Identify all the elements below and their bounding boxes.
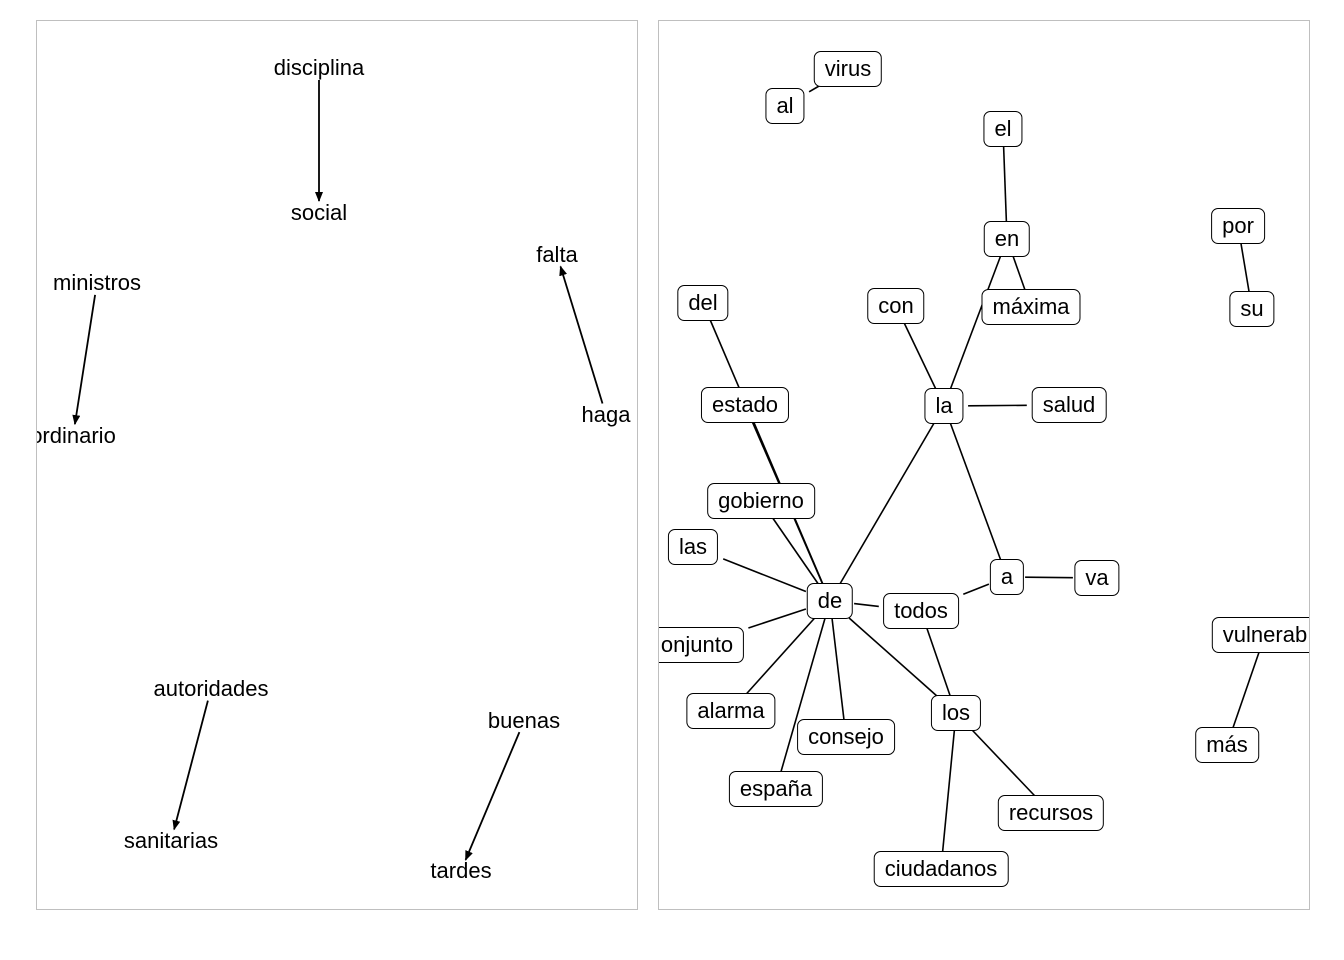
graph-node-consejo: consejo [797,719,895,755]
graph-node-vulnerables: vulnerab [1212,617,1310,653]
graph-edge [75,295,95,424]
graph-node-todos: todos [883,593,959,629]
graph-node-sanitarias: sanitarias [124,828,218,854]
graph-edge [854,604,879,607]
graph-node-en: en [984,221,1030,257]
graph-edge [1013,256,1025,290]
left-panel: disciplina social falta haga ministros ordina… [36,20,638,910]
graph-edge [904,323,936,389]
graph-node-gobierno: gobierno [707,483,815,519]
graph-node-haga: haga [582,402,631,428]
graph-node-el: el [983,111,1022,147]
graph-node-conjunto: onjunto [658,627,744,663]
graph-node-disciplina: disciplina [274,55,365,81]
graph-edge [1241,243,1249,292]
graph-edge [748,609,806,628]
graph-node-alarma: alarma [686,693,775,729]
graph-edge [1025,577,1073,578]
graph-edge [943,730,955,852]
left-graph-edges [37,21,638,910]
graph-edge [809,86,819,92]
graph-node-su: su [1229,291,1274,327]
graph-edge [968,405,1027,406]
graph-edge [773,518,819,584]
graph-node-por: por [1211,208,1265,244]
graph-edge [972,730,1035,796]
graph-node-recursos: recursos [998,795,1104,831]
graph-node-las: las [668,529,718,565]
graph-node-ministros: ministros [53,270,141,296]
graph-node-buenas: buenas [488,708,560,734]
graph-edge [927,628,950,696]
graph-edge [561,267,603,404]
graph-node-a: a [990,559,1024,595]
graph-edge [723,559,806,592]
graph-node-al: al [765,88,804,124]
graph-node-del: del [677,285,728,321]
graph-edge [174,701,208,830]
graph-edge [1233,652,1259,728]
graph-node-mas: más [1195,727,1259,763]
right-panel: virusal el en por su del con máxima estado la salu… [658,20,1310,910]
graph-node-social: social [291,200,347,226]
graph-edge [832,618,844,720]
graph-node-ordinario: ordinario [36,423,116,449]
graph-edge [746,618,814,694]
graph-node-de: de [807,583,853,619]
graph-edge [466,732,520,860]
graph-node-los: los [931,695,981,731]
graph-node-la: la [924,388,963,424]
graph-node-ciudadanos: ciudadanos [874,851,1009,887]
canvas: disciplina social falta haga ministros ordina… [0,0,1344,960]
graph-node-con: con [867,288,924,324]
graph-edge [963,584,989,594]
graph-edge [849,618,937,696]
graph-edge [1004,146,1007,222]
graph-edge [840,423,934,584]
graph-node-autoridades: autoridades [154,676,269,702]
graph-node-virus: virus [814,51,882,87]
graph-node-tardes: tardes [430,858,491,884]
graph-node-maxima: máxima [981,289,1080,325]
graph-node-salud: salud [1032,387,1107,423]
graph-node-va: va [1074,560,1119,596]
graph-edge [950,423,1000,560]
graph-node-espana: españa [729,771,823,807]
graph-node-estado: estado [701,387,789,423]
graph-node-falta: falta [536,242,578,268]
